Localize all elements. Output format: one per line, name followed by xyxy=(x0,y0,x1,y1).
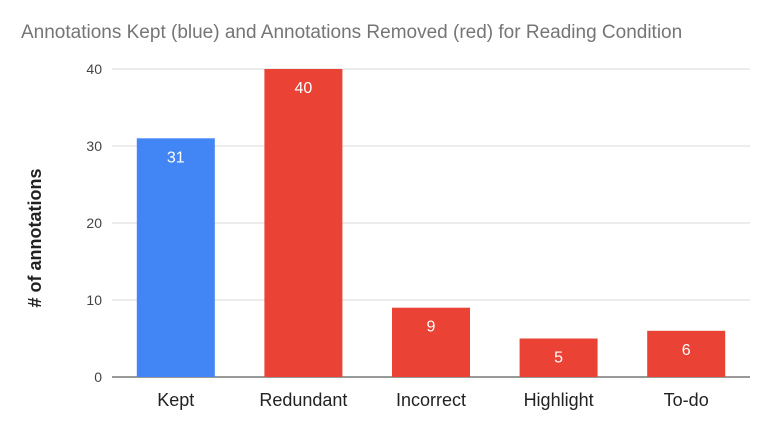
bar-to-do xyxy=(647,330,726,377)
data-label: 5 xyxy=(554,350,563,367)
y-tick-label: 30 xyxy=(86,138,102,154)
x-category-label: Kept xyxy=(157,390,194,410)
x-category-label: Highlight xyxy=(524,390,594,410)
x-category-labels: Kept Redundant Incorrect Highlight To-do xyxy=(157,390,708,410)
data-label: 9 xyxy=(427,319,436,336)
chart-title: Annotations Kept (blue) and Annotations … xyxy=(21,22,683,43)
x-category-label: Redundant xyxy=(259,390,347,410)
y-tick-label: 0 xyxy=(94,369,102,385)
y-axis-title: # of annotations xyxy=(25,169,45,308)
y-tick-labels: 0 10 20 30 40 xyxy=(86,61,102,385)
y-tick-label: 10 xyxy=(86,292,102,308)
y-tick-label: 40 xyxy=(86,61,102,77)
y-tick-label: 20 xyxy=(86,215,102,231)
bar-highlight xyxy=(519,338,598,377)
bar-kept xyxy=(136,138,215,377)
data-labels: 31 40 9 5 6 xyxy=(167,80,691,367)
x-category-label: To-do xyxy=(664,390,709,410)
data-label: 40 xyxy=(295,80,313,97)
data-label: 31 xyxy=(167,149,185,166)
bar-redundant xyxy=(264,69,343,377)
data-label: 6 xyxy=(682,342,691,359)
x-category-label: Incorrect xyxy=(396,390,466,410)
bar-incorrect xyxy=(392,307,470,377)
bars xyxy=(136,69,726,377)
